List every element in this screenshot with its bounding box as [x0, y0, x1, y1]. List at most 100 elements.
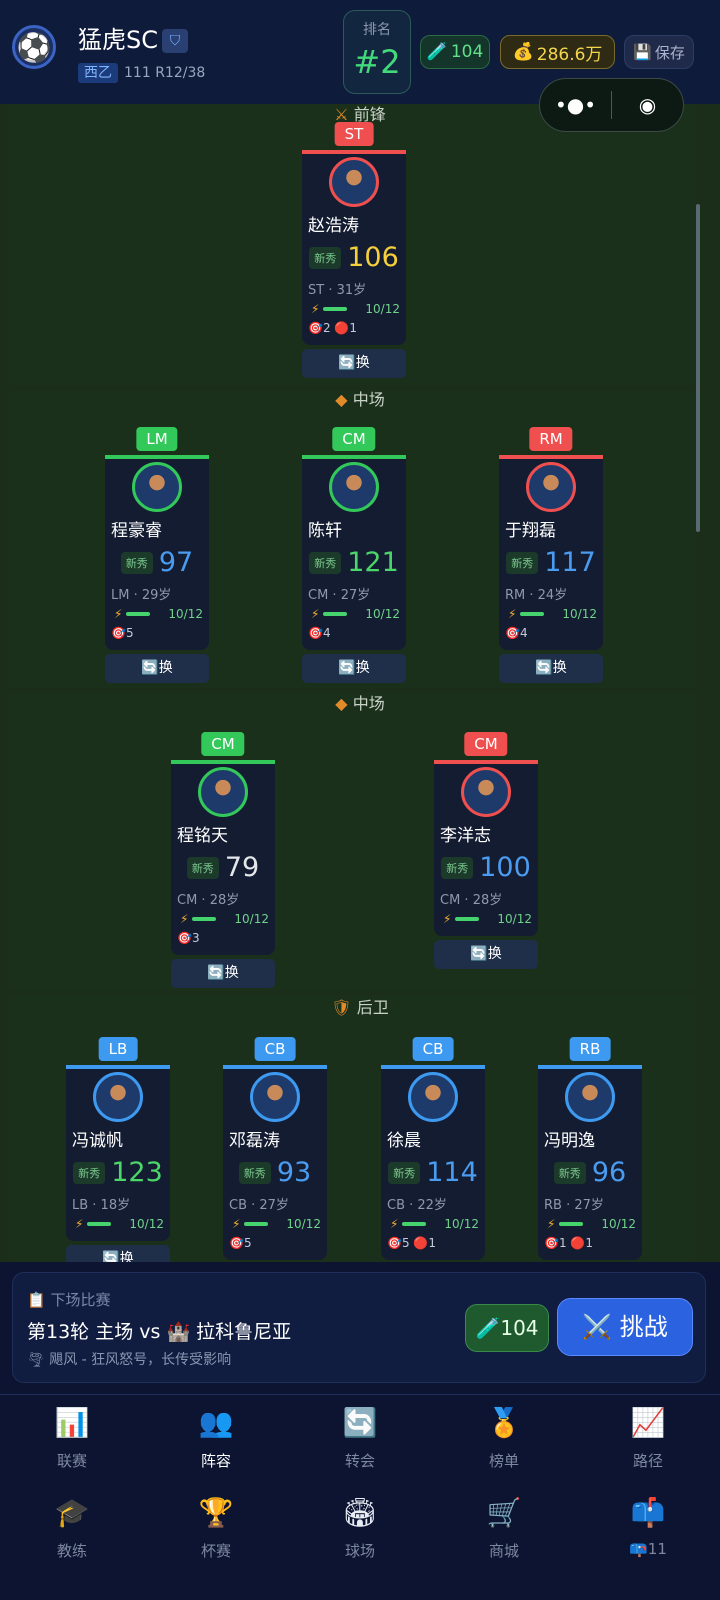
- scrollbar[interactable]: [696, 204, 700, 532]
- energy-pill[interactable]: 🧪 104: [420, 35, 490, 69]
- nav-label: 球场: [344, 1542, 375, 1560]
- rating-row: 新秀 93: [229, 1157, 321, 1188]
- save-label: 保存: [654, 43, 685, 62]
- player-card[interactable]: LM 程豪睿 新秀 97 LM · 29岁 ⚡ 10/12 🎯5 🔄换: [105, 427, 209, 683]
- match-energy-cost: 🧪104: [465, 1304, 549, 1352]
- player-card[interactable]: CB 邓磊涛 新秀 93 CB · 27岁 ⚡ 10/12 🎯5: [223, 1037, 327, 1260]
- nav-icon: 📊: [54, 1406, 90, 1439]
- rookie-badge: 新秀: [309, 246, 342, 269]
- player-stats: 🎯4: [308, 626, 400, 640]
- swap-button[interactable]: 🔄换: [434, 940, 538, 969]
- player-card[interactable]: CM 陈轩 新秀 121 CM · 27岁 ⚡ 10/12 🎯4 🔄换: [302, 427, 406, 683]
- energy-icon: 🧪: [426, 42, 448, 62]
- close-target-icon[interactable]: ◉: [638, 93, 657, 117]
- bottom-panel: 📋 下场比赛 第13轮 主场 vs 🏰 拉科鲁尼亚 🌪 飓风 - 狂风怒号，长传…: [0, 1262, 720, 1600]
- stamina-bar: [402, 1222, 427, 1226]
- swap-button[interactable]: 🔄换: [302, 654, 406, 683]
- card-body: 李洋志 新秀 100 CM · 28岁 ⚡ 10/12: [434, 760, 538, 936]
- nav-item-5[interactable]: 🎓 教练: [0, 1492, 144, 1582]
- money-pill[interactable]: 💰 286.6万: [500, 35, 615, 69]
- player-stats: 🎯2 🔴1: [308, 321, 400, 335]
- nav-item-6[interactable]: 🏆 杯赛: [144, 1492, 288, 1582]
- nav-label: 杯赛: [200, 1542, 231, 1560]
- target-icon: 🎯: [387, 1236, 402, 1250]
- save-button[interactable]: 💾 保存: [624, 35, 694, 69]
- bottom-nav: 📊 联赛 👥 阵容 🔄 转会 🏅 榜单 📈 路径 🎓 教练 🏆 杯赛 🏟 球场 🛒 商城 📫 📪11: [0, 1402, 720, 1582]
- formation-section: [8, 693, 696, 990]
- lightning-icon: ⚡: [508, 607, 517, 621]
- player-name: 冯诚帆: [72, 1131, 123, 1151]
- player-stats: 🎯5: [111, 626, 203, 640]
- player-stats: 🎯5: [229, 1236, 321, 1250]
- rating-row: 新秀 100: [440, 852, 532, 883]
- nav-icon: 📈: [630, 1406, 666, 1439]
- next-match-title: 第13轮 主场 vs 🏰 拉科鲁尼亚: [27, 1321, 292, 1343]
- nav-item-0[interactable]: 📊 联赛: [0, 1402, 144, 1492]
- player-card[interactable]: CM 李洋志 新秀 100 CM · 28岁 ⚡ 10/12 🔄换: [434, 732, 538, 969]
- player-name: 于翔磊: [505, 521, 556, 541]
- money-bag-icon: 💰: [512, 42, 534, 62]
- stamina-value: 10/12: [234, 912, 269, 926]
- section-icon: 🛡: [331, 998, 352, 1017]
- next-match-header: 📋 下场比赛: [27, 1289, 110, 1310]
- stamina-value: 10/12: [365, 607, 400, 621]
- rookie-badge: 新秀: [73, 1161, 106, 1184]
- shield-icon: ⛉: [162, 29, 188, 53]
- rank-value: #2: [353, 43, 401, 81]
- goals-count: 2: [322, 321, 331, 335]
- rookie-badge: 新秀: [186, 856, 219, 879]
- more-icon[interactable]: •●•: [554, 93, 597, 117]
- rookie-badge: 新秀: [120, 551, 153, 574]
- challenge-button[interactable]: ⚔️ 挑战: [557, 1298, 693, 1356]
- player-card[interactable]: CM 程铭天 新秀 79 CM · 28岁 ⚡ 10/12 🎯3 🔄换: [171, 732, 275, 988]
- card-body: 冯诚帆 新秀 123 LB · 18岁 ⚡ 10/12: [66, 1065, 170, 1241]
- swap-button[interactable]: 🔄换: [171, 959, 275, 988]
- swap-label: 换: [552, 660, 567, 676]
- stamina-row: ⚡ 10/12: [177, 912, 269, 926]
- nav-item-1[interactable]: 👥 阵容: [144, 1402, 288, 1492]
- player-name: 冯明逸: [544, 1131, 595, 1151]
- nav-item-8[interactable]: 🛒 商城: [432, 1492, 576, 1582]
- swap-button[interactable]: 🔄换: [105, 654, 209, 683]
- rookie-badge: 新秀: [238, 1161, 271, 1184]
- position-age: CB · 22岁: [387, 1198, 447, 1213]
- goals-count: 3: [191, 931, 200, 945]
- swap-label: 换: [355, 355, 370, 371]
- player-card[interactable]: CB 徐晨 新秀 114 CB · 22岁 ⚡ 10/12 🎯5 🔴1: [381, 1037, 485, 1260]
- position-tag: CB: [412, 1037, 454, 1061]
- nav-item-7[interactable]: 🏟 球场: [288, 1492, 432, 1582]
- player-card[interactable]: RB 冯明逸 新秀 96 RB · 27岁 ⚡ 10/12 🎯1 🔴1: [538, 1037, 642, 1260]
- swap-button[interactable]: 🔄换: [302, 349, 406, 378]
- energy-value: 104: [450, 42, 484, 62]
- section-title: 🛡 后卫: [0, 994, 720, 1018]
- stamina-bar: [126, 612, 151, 616]
- nav-icon: 🏟: [342, 1496, 378, 1529]
- player-name: 陈轩: [308, 521, 342, 541]
- nav-item-3[interactable]: 🏅 榜单: [432, 1402, 576, 1492]
- rating-row: 新秀 97: [111, 547, 203, 578]
- stamina-value: 10/12: [497, 912, 532, 926]
- nav-icon: 🛒: [486, 1496, 522, 1529]
- nav-icon: 🏅: [486, 1406, 522, 1439]
- position-tag: LM: [136, 427, 178, 451]
- swap-button[interactable]: 🔄换: [499, 654, 603, 683]
- card-body: 冯明逸 新秀 96 RB · 27岁 ⚡ 10/12 🎯1 🔴1: [538, 1065, 642, 1260]
- position-tag: ST: [334, 122, 374, 146]
- position-age: LM · 29岁: [111, 588, 172, 603]
- rookie-badge: 新秀: [553, 1161, 586, 1184]
- player-card[interactable]: ST 赵浩涛 新秀 106 ST · 31岁 ⚡ 10/12 🎯2 🔴1 🔄换: [302, 122, 406, 378]
- lightning-icon: ⚡: [311, 607, 320, 621]
- next-match-card: 📋 下场比赛 第13轮 主场 vs 🏰 拉科鲁尼亚 🌪 飓风 - 狂风怒号，长传…: [12, 1272, 706, 1383]
- player-name: 徐晨: [387, 1131, 421, 1151]
- nav-item-2[interactable]: 🔄 转会: [288, 1402, 432, 1492]
- nav-item-9[interactable]: 📫 📪11: [576, 1492, 720, 1582]
- cards-count: 1: [349, 321, 357, 335]
- player-card[interactable]: RM 于翔磊 新秀 117 RM · 24岁 ⚡ 10/12 🎯4 🔄换: [499, 427, 603, 683]
- player-card[interactable]: LB 冯诚帆 新秀 123 LB · 18岁 ⚡ 10/12 🔄换: [66, 1037, 170, 1274]
- player-rating: 79: [224, 852, 260, 883]
- goals-count: 4: [519, 626, 528, 640]
- player-rating: 123: [111, 1157, 163, 1188]
- lightning-icon: ⚡: [114, 607, 123, 621]
- rating-row: 新秀 114: [387, 1157, 479, 1188]
- nav-item-4[interactable]: 📈 路径: [576, 1402, 720, 1492]
